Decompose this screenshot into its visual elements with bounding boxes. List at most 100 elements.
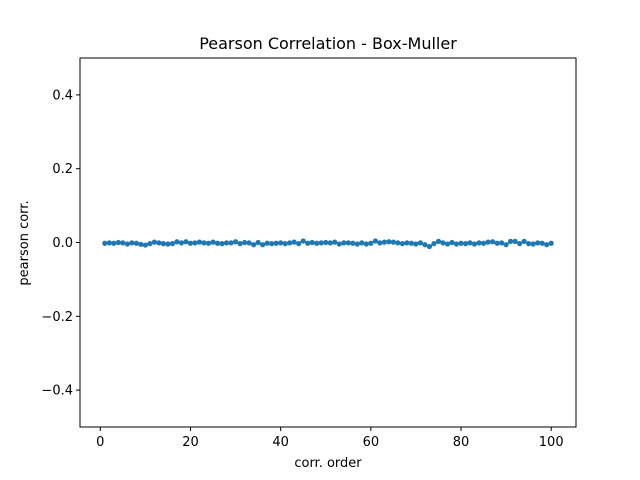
data-point	[196, 239, 203, 245]
data-point	[318, 240, 324, 246]
data-point	[214, 240, 221, 246]
y-axis-label: pearson corr.	[17, 200, 32, 285]
data-point	[368, 240, 374, 246]
data-point	[548, 240, 554, 246]
data-point	[223, 240, 230, 246]
data-point	[399, 241, 405, 247]
data-point	[381, 239, 387, 245]
data-point	[476, 240, 482, 246]
data-point	[471, 241, 478, 247]
data-point	[102, 240, 108, 246]
data-point	[512, 238, 518, 244]
data-point	[517, 241, 523, 247]
data-point	[120, 240, 126, 246]
data-point	[508, 238, 514, 244]
data-point	[296, 241, 302, 247]
data-point	[404, 240, 410, 246]
data-point	[273, 240, 279, 246]
data-point	[187, 240, 194, 246]
data-point	[480, 240, 487, 246]
data-point	[305, 240, 311, 246]
data-point	[422, 242, 428, 248]
plot-area: 0 20 40 60 80 100 −0.4 −0.2 0.0 0.2 0.4	[41, 88, 563, 450]
data-point	[309, 239, 315, 246]
data-point	[377, 240, 383, 246]
data-point	[431, 241, 437, 247]
data-point	[287, 240, 293, 246]
x-axis-label: corr. order	[294, 456, 362, 471]
data-point	[169, 241, 176, 247]
data-point	[165, 241, 171, 247]
data-point	[219, 241, 225, 247]
data-point	[264, 240, 270, 246]
y-tick-label: −0.4	[41, 384, 73, 399]
data-point	[332, 239, 338, 245]
data-point	[178, 240, 185, 246]
data-point	[453, 241, 460, 247]
data-point	[336, 241, 342, 247]
data-point	[232, 239, 239, 245]
data-point	[440, 240, 446, 246]
data-point	[499, 240, 505, 246]
y-tick-label: −0.2	[41, 310, 73, 325]
data-point	[386, 239, 392, 245]
data-point	[526, 241, 532, 247]
data-point	[106, 240, 112, 246]
data-point	[462, 241, 469, 247]
data-point	[327, 240, 333, 246]
y-tick-label: 0.2	[52, 162, 73, 177]
data-point	[142, 242, 148, 248]
data-point	[237, 241, 243, 247]
x-tick-label: 20	[182, 435, 199, 450]
data-point	[156, 240, 162, 246]
data-point	[345, 240, 351, 246]
data-point	[205, 240, 212, 246]
axes-frame	[79, 57, 577, 428]
data-point	[192, 240, 198, 246]
data-point	[458, 240, 464, 246]
data-point	[282, 241, 288, 247]
data-point	[489, 239, 496, 245]
data-point	[435, 238, 442, 244]
data-point	[359, 240, 365, 246]
y-tick-label: 0.4	[52, 88, 73, 103]
data-point	[350, 240, 356, 246]
data-point	[544, 242, 550, 248]
data-point	[160, 241, 167, 247]
data-point	[129, 240, 135, 246]
data-point	[449, 239, 455, 246]
data-point	[278, 240, 284, 246]
data-point	[535, 240, 541, 246]
data-point	[444, 241, 451, 247]
data-point	[111, 240, 117, 246]
data-point	[341, 240, 347, 246]
data-point	[503, 242, 509, 248]
data-point	[485, 239, 491, 245]
data-point	[467, 240, 473, 246]
data-point	[354, 241, 360, 247]
data-point	[291, 239, 297, 245]
x-tick-label: 80	[453, 435, 470, 450]
x-tick-label: 0	[96, 435, 104, 450]
data-point	[363, 241, 369, 247]
data-point	[300, 238, 306, 244]
data-point	[530, 241, 536, 247]
data-point	[241, 239, 248, 246]
data-point	[539, 240, 545, 246]
data-point	[323, 239, 329, 246]
data-point	[115, 239, 121, 246]
data-point	[183, 239, 189, 245]
data-point	[494, 240, 500, 246]
x-tick-label: 100	[539, 435, 564, 450]
data-point	[174, 239, 180, 245]
data-point	[426, 243, 433, 250]
data-point	[390, 239, 396, 245]
data-point	[246, 240, 252, 246]
data-point	[147, 241, 153, 247]
data-point	[201, 240, 207, 246]
data-point	[269, 241, 275, 247]
x-tick-label: 40	[272, 435, 289, 450]
data-point	[413, 241, 419, 247]
data-point	[417, 240, 424, 246]
